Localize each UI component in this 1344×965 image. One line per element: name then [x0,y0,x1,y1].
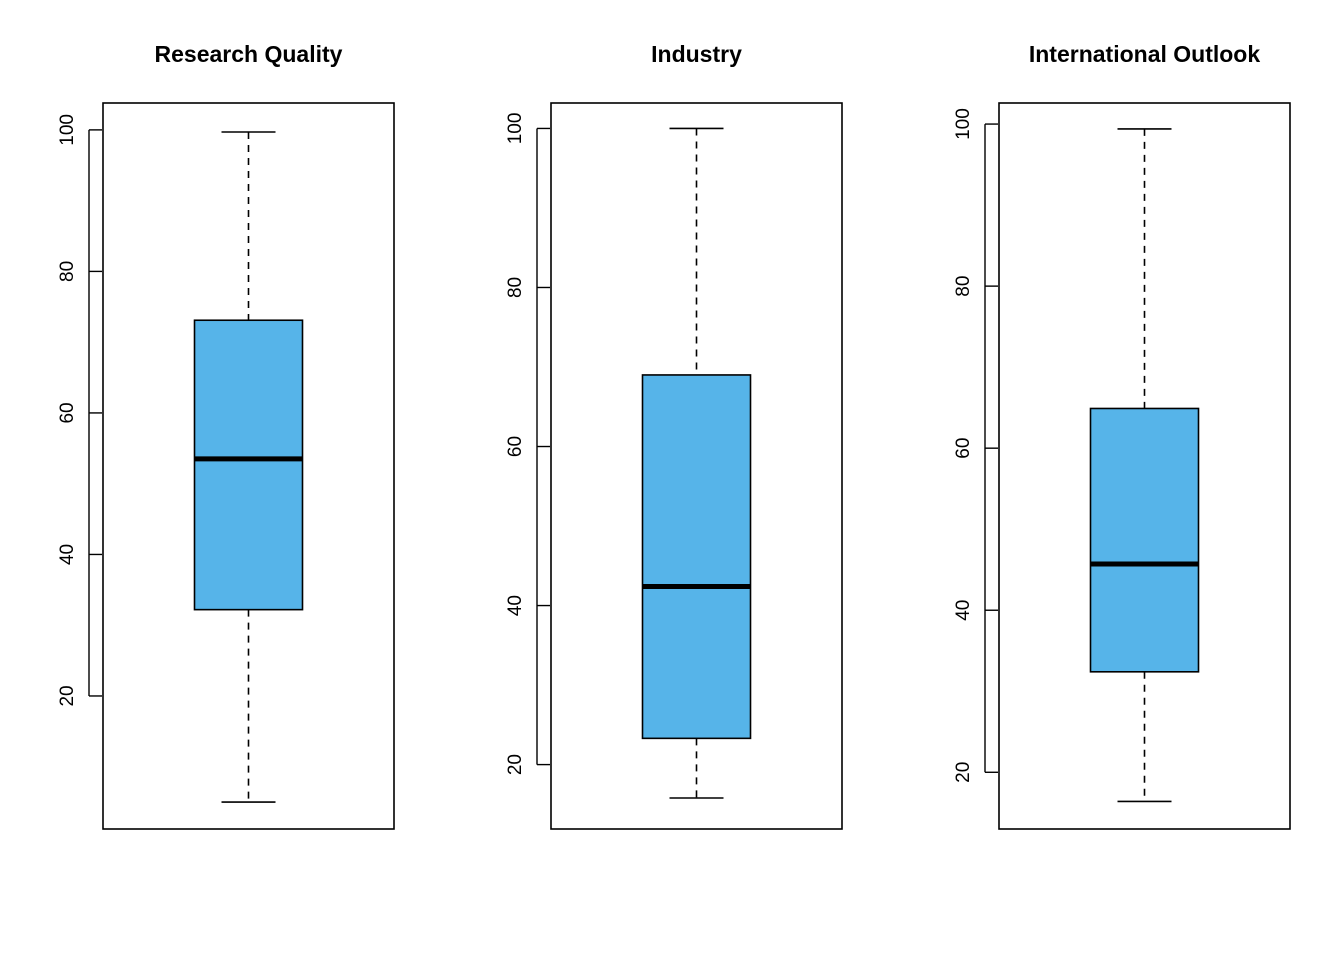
y-tick-label: 80 [57,261,78,282]
iqr-box [641,374,752,740]
y-tick-label: 80 [953,276,974,297]
y-tick-label: 20 [57,685,78,706]
y-tick-label: 60 [953,438,974,459]
panel-title: Industry [651,41,742,67]
plot-frame [102,102,395,830]
boxplot-panel-2: Industry 20 40 60 80 100 [505,41,843,830]
y-tick-label: 60 [57,402,78,423]
y-tick-label: 20 [505,754,526,775]
y-tick-label: 60 [505,436,526,457]
y-tick-label: 40 [953,600,974,621]
panel-title: Research Quality [155,41,343,67]
iqr-box [1089,407,1200,673]
y-tick-label: 40 [505,595,526,616]
panel-title: International Outlook [1029,41,1260,67]
plot-frame [550,102,843,830]
y-tick-label: 80 [505,277,526,298]
y-tick-label: 100 [953,108,974,140]
iqr-box [193,319,304,611]
plot-frame [998,102,1291,830]
y-tick-label: 40 [57,544,78,565]
y-tick-label: 100 [57,114,78,146]
boxplot-panel-3: International Outlook 20 40 60 80 100 [953,41,1291,830]
boxplot-panel-1: Research Quality 20 40 60 80 100 [57,41,395,830]
y-tick-label: 100 [505,113,526,145]
y-tick-label: 20 [953,762,974,783]
